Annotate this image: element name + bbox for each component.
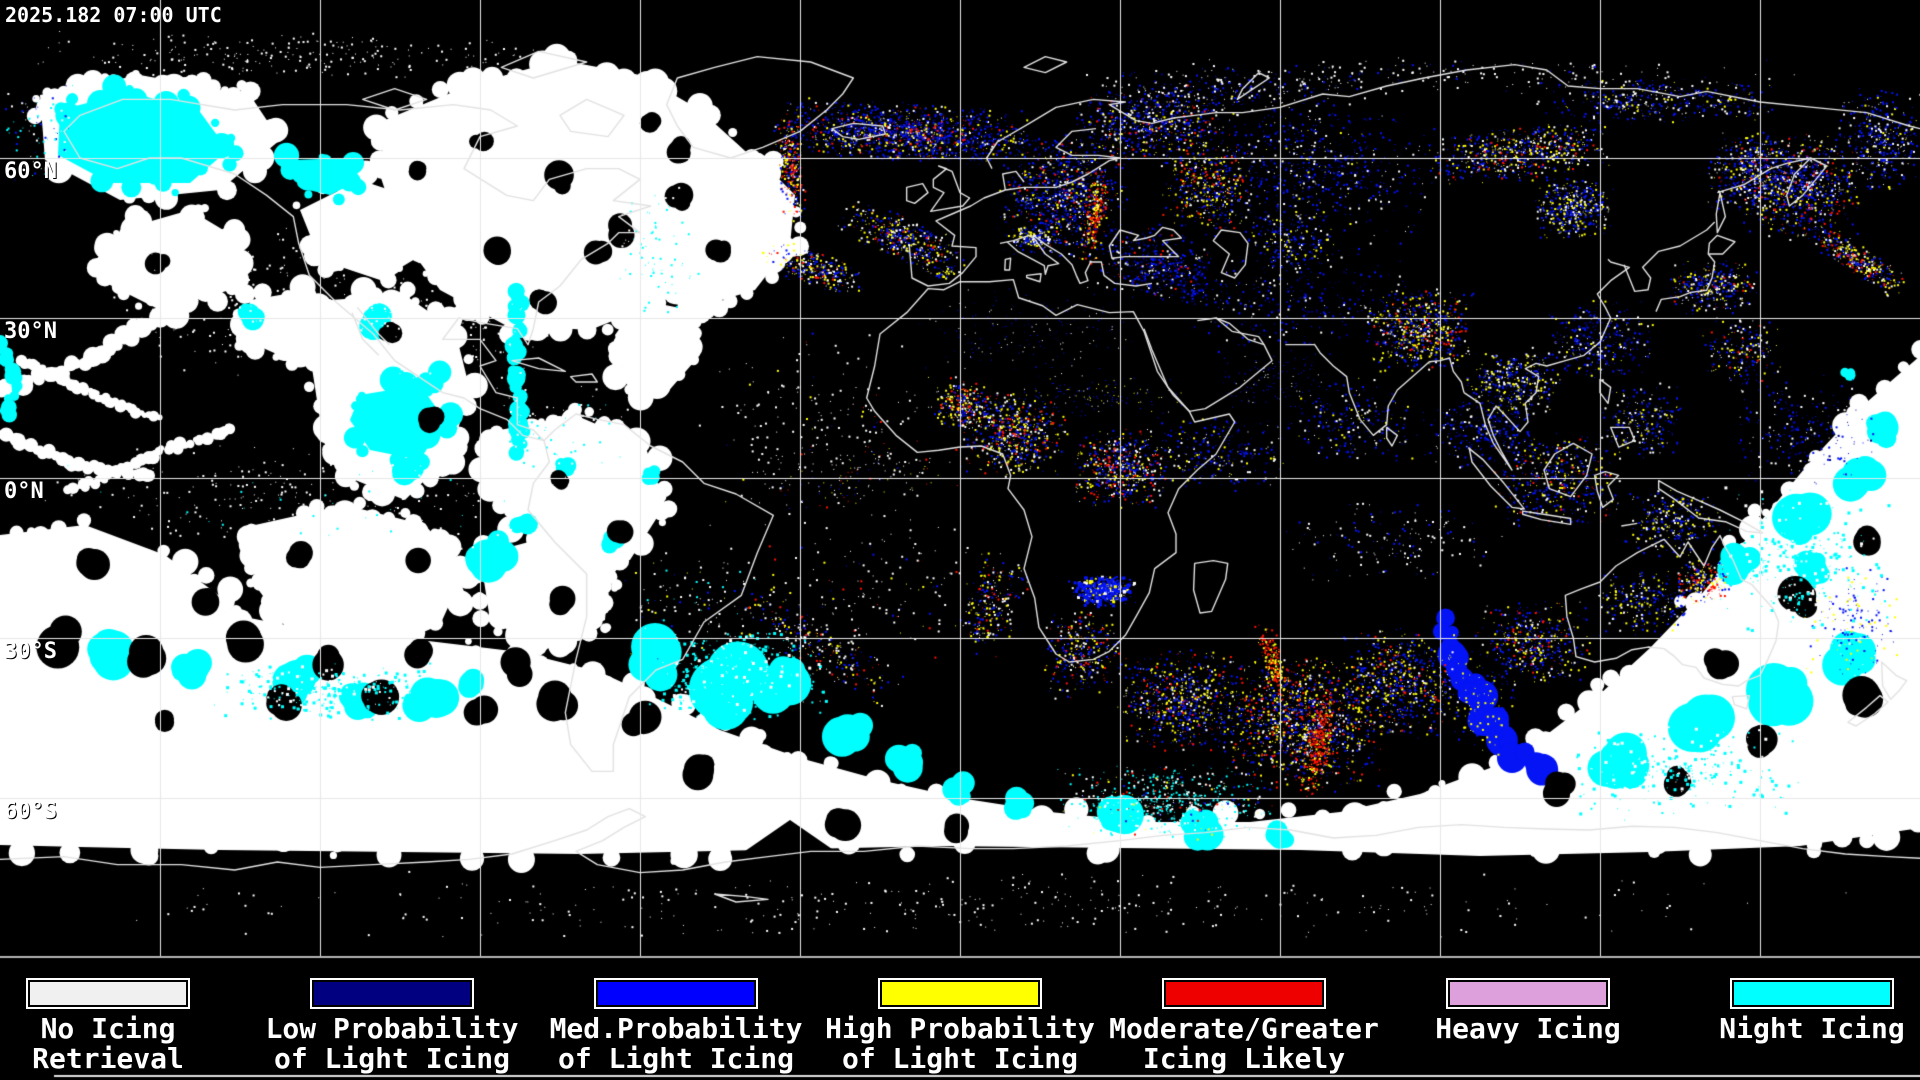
latitude-label-3: 0°N	[4, 479, 44, 504]
legend-label-4-line1: High Probability	[825, 1012, 1095, 1045]
legend-label-5-line2: Icing Likely	[1142, 1042, 1346, 1075]
legend-swatch-color-4	[882, 982, 1038, 1005]
legend-label-1-line1: No Icing	[40, 1012, 176, 1045]
legend-swatch-3	[594, 978, 758, 1009]
legend-swatch-6	[1446, 978, 1610, 1009]
legend-label-2-line1: Low Probability	[265, 1012, 519, 1045]
legend-swatch-2	[310, 978, 474, 1009]
legend-swatch-color-5	[1166, 982, 1322, 1005]
latitude-label-2: 30°N	[4, 319, 57, 344]
latitude-label-4: 30°S	[4, 639, 57, 664]
legend-swatch-5	[1162, 978, 1326, 1009]
legend-swatch-color-3	[598, 982, 754, 1005]
legend-label-3-line2: of Light Icing	[557, 1042, 794, 1075]
legend-label-3-line1: Med.Probability	[549, 1012, 803, 1045]
legend-swatch-color-1	[30, 982, 186, 1005]
latitude-label-1: 60°N	[4, 159, 57, 184]
legend-label-7-line1: Night Icing	[1719, 1012, 1905, 1045]
legend-swatch-1	[26, 978, 190, 1009]
legend-swatch-color-6	[1450, 982, 1606, 1005]
legend-swatch-color-2	[314, 982, 470, 1005]
legend-label-5-line1: Moderate/Greater	[1109, 1012, 1379, 1045]
timestamp: 2025.182 07:00 UTC	[5, 3, 222, 27]
legend-label-4-line2: of Light Icing	[841, 1042, 1078, 1075]
legend-label-1-line2: Retrieval	[32, 1042, 184, 1075]
legend-swatch-4	[878, 978, 1042, 1009]
legend-label-6-line1: Heavy Icing	[1435, 1012, 1621, 1045]
latitude-label-5: 60°S	[4, 799, 57, 824]
legend-swatch-7	[1730, 978, 1894, 1009]
legend-label-2-line2: of Light Icing	[273, 1042, 510, 1075]
legend-swatch-color-7	[1734, 982, 1890, 1005]
